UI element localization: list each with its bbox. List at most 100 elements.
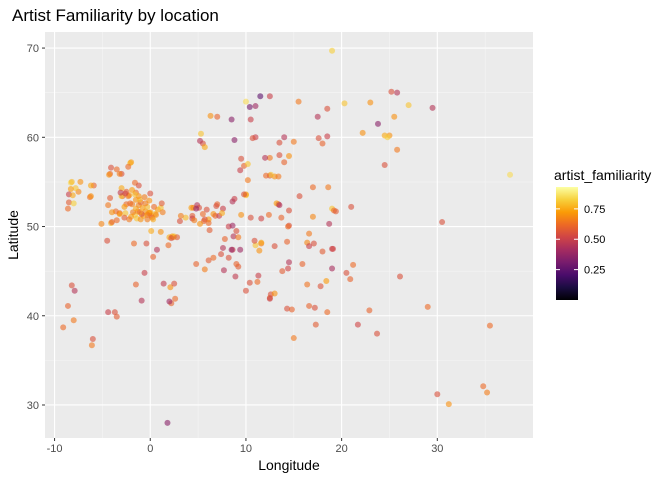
data-point [271,290,278,297]
data-point [246,103,253,110]
data-point [290,138,297,145]
data-point [228,246,235,253]
data-point [65,199,72,206]
data-point [299,261,306,267]
data-point [284,238,291,245]
data-point [306,243,313,250]
data-point [341,100,348,107]
data-points [60,47,514,426]
data-point [166,298,173,305]
data-point [434,391,441,398]
data-point [354,321,361,328]
data-point [314,113,321,120]
y-tick-label: 70 [27,43,39,55]
data-point [233,227,240,234]
y-tick-label: 50 [27,222,39,234]
data-point [98,220,105,227]
data-point [174,234,181,241]
data-point [258,239,265,246]
data-point [116,170,123,177]
data-point [317,283,324,290]
data-point [445,401,452,408]
data-point [201,266,208,273]
data-point [139,204,146,211]
data-point [214,113,221,120]
legend-tick-label: 0.50 [584,234,605,246]
data-point [254,278,261,285]
data-point [70,200,77,207]
data-point [374,330,381,337]
data-point [130,240,137,247]
data-point [271,243,278,250]
data-point [160,280,167,287]
data-point [221,236,228,243]
data-point [265,211,272,218]
data-point [146,197,153,204]
data-point [267,171,274,178]
data-point [60,324,67,331]
data-point [68,178,75,185]
data-point [244,161,251,168]
data-point [266,93,273,100]
data-point [191,217,198,224]
data-point [157,228,164,235]
data-point [137,216,144,223]
data-point [256,247,263,254]
data-point [310,240,317,247]
data-point [343,269,350,276]
x-tick-label: 0 [147,443,153,455]
data-point [319,140,326,147]
data-point [252,103,259,110]
data-point [168,235,175,242]
y-tick-label: 60 [27,132,39,144]
data-point [315,135,322,142]
data-point [172,295,179,302]
data-point [480,383,487,390]
data-point [279,268,286,275]
data-point [213,203,220,209]
data-point [348,203,355,210]
data-point [229,198,236,205]
plot-panel [45,32,533,438]
data-point [121,214,128,221]
y-axis-ticks: 30 40 50 60 70 [27,43,45,412]
data-point [193,261,200,267]
data-point [87,193,94,200]
x-tick-label: 30 [431,443,443,455]
legend-ticks: 0.25 0.50 0.75 [556,204,605,277]
data-point [177,212,184,219]
data-point [228,116,235,123]
data-point [135,182,142,189]
data-point [232,273,239,280]
data-point [219,205,226,212]
data-point [366,307,373,314]
data-point [141,269,148,276]
data-point [152,211,159,218]
grid-minor [45,32,533,438]
data-point [276,202,283,209]
data-point [330,245,337,252]
x-tick-label: 10 [240,443,252,455]
data-point [246,279,253,286]
data-point [207,112,214,119]
data-point [176,218,183,225]
data-point [405,102,412,109]
x-tick-label: 20 [336,443,348,455]
data-point [329,47,336,54]
data-point [108,209,115,216]
data-point [295,98,302,105]
data-point [87,182,94,189]
data-point [68,282,75,289]
data-point [284,305,291,312]
data-point [381,161,388,168]
data-point [131,191,138,198]
data-point [286,259,292,266]
data-point [147,190,154,197]
data-point [125,163,132,170]
data-point [424,303,431,310]
data-point [197,130,204,137]
data-point [257,93,264,100]
data-point [197,137,204,144]
data-point [205,257,212,264]
data-point [77,178,84,185]
